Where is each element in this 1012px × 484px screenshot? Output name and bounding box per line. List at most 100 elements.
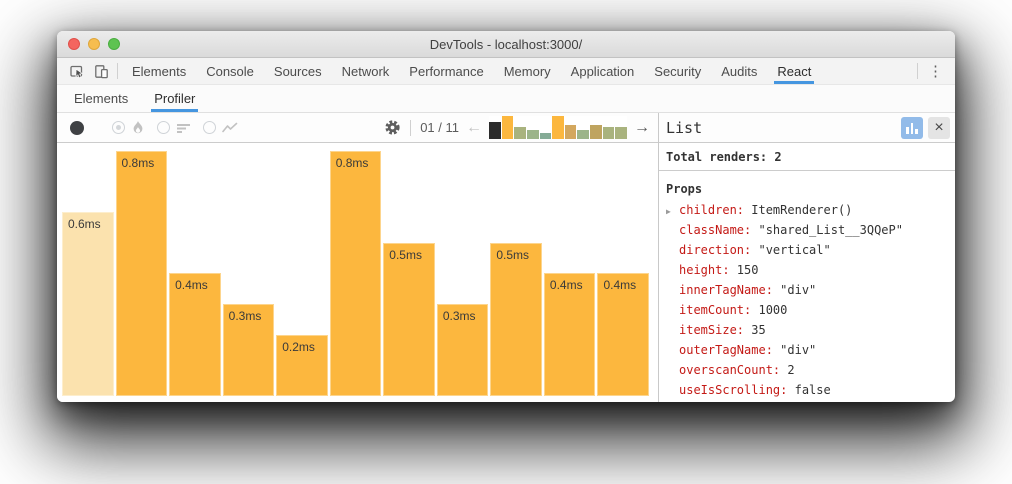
- component-name: List: [666, 118, 703, 137]
- more-options-icon[interactable]: ⋮: [928, 63, 943, 80]
- render-bar-2[interactable]: 0.8ms: [115, 151, 168, 396]
- prop-value: ItemRenderer(): [744, 203, 853, 217]
- tab-console[interactable]: Console: [206, 63, 254, 79]
- props-header: Props: [666, 182, 703, 196]
- prop-row-height[interactable]: height: 150: [666, 263, 955, 283]
- prop-row-outerTagName[interactable]: outerTagName: "div": [666, 343, 955, 363]
- bar-chart-icon: [915, 128, 918, 134]
- profiler-toolbar: 01 / 11 ← →: [57, 113, 658, 143]
- commit-minimap-bar-8[interactable]: [577, 130, 590, 139]
- interactions-radio[interactable]: [203, 121, 216, 134]
- settings-gear-icon[interactable]: [384, 119, 401, 136]
- toolbar-separator: [917, 63, 918, 79]
- prop-row-overscanCount[interactable]: overscanCount: 2: [666, 363, 955, 383]
- prop-value: "div": [772, 283, 817, 297]
- ranked-chart-icon[interactable]: [176, 122, 191, 134]
- prop-row-innerTagName[interactable]: innerTagName: "div": [666, 283, 955, 303]
- prop-value: "div": [772, 343, 817, 357]
- main-tab-list: Elements Console Sources Network Performance…: [122, 58, 821, 84]
- toolbar-separator: [117, 63, 118, 79]
- component-inspector: List × Total renders: 2 Props ▶ children:…: [659, 113, 955, 402]
- tab-network[interactable]: Network: [341, 63, 390, 79]
- prop-key: outerTagName:: [679, 343, 773, 357]
- prop-key: overscanCount:: [679, 363, 781, 377]
- commit-navigator: 01 / 11 ← →: [384, 116, 650, 139]
- bar-chart-icon: [910, 122, 914, 134]
- prop-key: innerTagName:: [679, 283, 773, 297]
- commit-minimap-bar-11[interactable]: [615, 127, 628, 139]
- flame-icon[interactable]: [131, 120, 145, 135]
- bar-chart-icon: [906, 126, 909, 134]
- zoom-window-button[interactable]: [108, 38, 120, 50]
- ranked-chart: 0.6ms 0.8ms 0.4ms 0.3ms 0.2ms 0.8ms 0.5ms 0.3ms…: [57, 143, 658, 402]
- render-bar-label: 0.3ms: [442, 309, 476, 323]
- commit-minimap-bar-5[interactable]: [539, 133, 552, 139]
- prop-value: false: [787, 383, 831, 397]
- prop-row-itemCount[interactable]: itemCount: 1000: [666, 303, 955, 323]
- tab-audits[interactable]: Audits: [721, 63, 758, 79]
- commit-minimap-bar-1[interactable]: [489, 122, 501, 139]
- interactions-icon[interactable]: [222, 122, 238, 134]
- commit-minimap-bar-9[interactable]: [590, 125, 602, 139]
- prop-key: className:: [679, 223, 752, 237]
- flamegraph-bars: 0.6ms 0.8ms 0.4ms 0.3ms 0.2ms 0.8ms 0.5ms 0.3ms…: [62, 151, 650, 396]
- prop-value: 150: [729, 263, 759, 277]
- render-bar-label: 0.3ms: [228, 309, 262, 323]
- subtab-elements[interactable]: Elements: [74, 91, 129, 106]
- react-sub-tab-bar: Elements Profiler: [57, 85, 955, 113]
- next-commit-arrow[interactable]: →: [634, 118, 650, 136]
- commit-minimap-bar-7[interactable]: [564, 125, 577, 139]
- render-bar-7[interactable]: 0.5ms: [383, 243, 435, 396]
- ranked-chart-radio[interactable]: [157, 121, 170, 134]
- render-bar-3[interactable]: 0.4ms: [169, 273, 221, 396]
- commit-minimap-bar-3[interactable]: [514, 127, 526, 139]
- render-bar-5[interactable]: 0.2ms: [276, 335, 328, 396]
- prop-key: itemSize:: [679, 323, 745, 337]
- prop-row-className[interactable]: className: "shared_List__3QQeP": [666, 223, 955, 243]
- record-button[interactable]: [70, 120, 84, 135]
- prop-row-itemSize[interactable]: itemSize: 35: [666, 323, 955, 343]
- render-bar-6[interactable]: 0.8ms: [329, 151, 382, 396]
- tab-performance[interactable]: Performance: [409, 63, 484, 79]
- props-section: Props ▶ children: ItemRenderer() className…: [659, 171, 955, 402]
- subtab-profiler[interactable]: Profiler: [145, 85, 204, 112]
- prop-row-useIsScrolling[interactable]: useIsScrolling: false: [666, 383, 955, 402]
- prop-row-direction[interactable]: direction: "vertical": [666, 243, 955, 263]
- tab-security[interactable]: Security: [654, 63, 702, 79]
- render-bar-label: 0.2ms: [282, 340, 315, 354]
- prop-value: 1000: [751, 303, 788, 317]
- close-window-button[interactable]: [68, 38, 80, 50]
- render-bar-4[interactable]: 0.3ms: [222, 304, 275, 396]
- tab-application[interactable]: Application: [570, 63, 635, 79]
- render-bar-1[interactable]: 0.6ms: [62, 212, 114, 396]
- expand-arrow-icon[interactable]: ▶: [666, 207, 671, 216]
- prop-row-children[interactable]: ▶ children: ItemRenderer(): [666, 203, 955, 223]
- render-chart-button[interactable]: [901, 116, 923, 139]
- tab-bar-right: ⋮: [913, 58, 955, 84]
- render-bar-label: 0.4ms: [175, 278, 208, 292]
- tab-sources[interactable]: Sources: [273, 63, 322, 79]
- prev-commit-arrow[interactable]: ←: [466, 118, 482, 136]
- tab-memory[interactable]: Memory: [503, 63, 551, 79]
- tab-react[interactable]: React: [767, 58, 821, 84]
- commit-minimap-bar-10[interactable]: [602, 127, 615, 139]
- flamegraph-radio[interactable]: [112, 121, 125, 134]
- render-bar-9[interactable]: 0.5ms: [490, 243, 542, 396]
- commit-minimap-bar-2[interactable]: [501, 116, 514, 139]
- minimize-window-button[interactable]: [88, 38, 100, 50]
- render-bar-label: 0.4ms: [603, 278, 637, 292]
- close-inspector-button[interactable]: ×: [928, 116, 950, 139]
- render-bar-10[interactable]: 0.4ms: [543, 273, 596, 396]
- device-toolbar-icon[interactable]: [89, 58, 113, 84]
- render-bar-11[interactable]: 0.4ms: [597, 273, 650, 396]
- prop-key: direction:: [679, 243, 752, 257]
- render-bar-label: 0.5ms: [389, 248, 422, 262]
- prop-value: 35: [744, 323, 766, 337]
- commit-minimap-bar-4[interactable]: [526, 130, 539, 139]
- render-bar-8[interactable]: 0.3ms: [436, 304, 489, 396]
- prop-key: useIsScrolling:: [679, 383, 788, 397]
- commit-minimap-bar-6[interactable]: [552, 116, 564, 139]
- inspect-element-icon[interactable]: [65, 58, 89, 84]
- total-renders: Total renders: 2: [659, 143, 955, 171]
- tab-elements[interactable]: Elements: [132, 63, 187, 79]
